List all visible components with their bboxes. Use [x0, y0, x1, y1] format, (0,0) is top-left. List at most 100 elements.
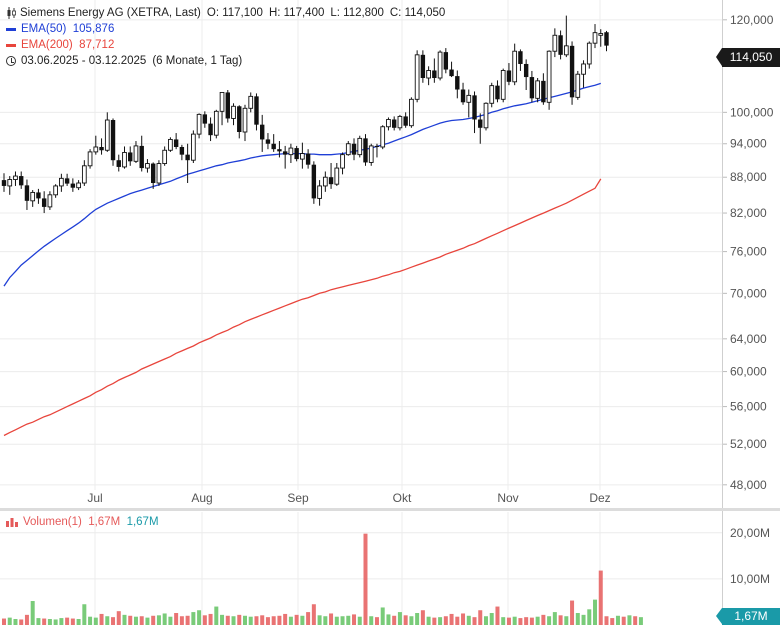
- candle[interactable]: [294, 145, 299, 162]
- volume-bar-up[interactable]: [627, 615, 632, 625]
- volume-bar-up[interactable]: [242, 615, 247, 625]
- volume-bar-down[interactable]: [265, 617, 270, 625]
- volume-bar-up[interactable]: [547, 616, 552, 625]
- candle[interactable]: [53, 184, 58, 198]
- candle[interactable]: [368, 143, 374, 166]
- volume-bar-down[interactable]: [99, 613, 104, 625]
- volume-bar-down[interactable]: [151, 615, 156, 625]
- candle[interactable]: [340, 152, 345, 175]
- candle[interactable]: [523, 59, 529, 91]
- volume-bar-up[interactable]: [59, 618, 64, 625]
- candle[interactable]: [30, 190, 36, 207]
- candle[interactable]: [334, 162, 340, 186]
- candle[interactable]: [47, 191, 53, 210]
- candle[interactable]: [575, 70, 581, 100]
- volume-bar-up[interactable]: [587, 609, 592, 625]
- candle[interactable]: [563, 15, 569, 58]
- volume-bar-up[interactable]: [357, 616, 362, 625]
- candle[interactable]: [191, 130, 196, 163]
- volume-bar-down[interactable]: [558, 615, 563, 625]
- volume-bar-down[interactable]: [271, 616, 276, 625]
- volume-bar-up[interactable]: [53, 619, 58, 625]
- volume-bar-up[interactable]: [512, 616, 517, 625]
- candle[interactable]: [36, 188, 41, 204]
- volume-bar-down[interactable]: [392, 615, 397, 625]
- volume-bar-up[interactable]: [162, 613, 167, 625]
- volume-bar-up[interactable]: [145, 617, 150, 625]
- volume-bar-down[interactable]: [518, 618, 523, 625]
- volume-bar-down[interactable]: [529, 617, 534, 625]
- volume-bar-up[interactable]: [248, 616, 253, 625]
- candle[interactable]: [357, 135, 363, 158]
- volume-bar-up[interactable]: [93, 617, 98, 625]
- volume-bar-up[interactable]: [105, 616, 110, 625]
- candle[interactable]: [208, 117, 213, 142]
- volume-bar-down[interactable]: [443, 616, 448, 625]
- volume-bar-down[interactable]: [260, 615, 265, 625]
- volume-bar-down[interactable]: [174, 613, 179, 625]
- volume-bar-up[interactable]: [13, 619, 18, 625]
- volume-bar-down[interactable]: [432, 617, 437, 625]
- candle[interactable]: [414, 50, 420, 103]
- candle[interactable]: [99, 138, 104, 155]
- volume-bar-down[interactable]: [116, 611, 121, 625]
- candle[interactable]: [1, 173, 7, 192]
- volume-bar-down[interactable]: [179, 616, 184, 625]
- candle[interactable]: [271, 134, 276, 152]
- candle[interactable]: [586, 41, 592, 69]
- candle[interactable]: [455, 70, 460, 99]
- volume-bar-up[interactable]: [483, 616, 488, 625]
- candle[interactable]: [59, 173, 64, 192]
- volume-bar-up[interactable]: [191, 612, 196, 625]
- volume-bar-down[interactable]: [363, 533, 368, 625]
- volume-bar-down[interactable]: [19, 619, 24, 625]
- volume-bar-down[interactable]: [329, 613, 334, 625]
- candle[interactable]: [19, 171, 24, 189]
- volume-bar-down[interactable]: [449, 613, 454, 625]
- volume-bar-up[interactable]: [323, 616, 328, 625]
- volume-bar-up[interactable]: [380, 607, 385, 625]
- volume-bar-up[interactable]: [409, 616, 414, 625]
- volume-bar-down[interactable]: [524, 617, 529, 625]
- volume-bar-down[interactable]: [139, 616, 144, 625]
- candle[interactable]: [231, 103, 236, 126]
- volume-bar-down[interactable]: [277, 615, 282, 625]
- candle[interactable]: [265, 133, 271, 150]
- candle[interactable]: [529, 70, 535, 103]
- volume-bar-up[interactable]: [466, 615, 471, 625]
- volume-bar-down[interactable]: [541, 614, 546, 625]
- candle[interactable]: [7, 176, 13, 195]
- candle[interactable]: [409, 97, 414, 128]
- volume-bar-down[interactable]: [420, 610, 425, 625]
- candle[interactable]: [506, 63, 512, 86]
- volume-bar-up[interactable]: [638, 617, 643, 625]
- candle[interactable]: [546, 50, 552, 110]
- candle[interactable]: [472, 91, 477, 134]
- candle[interactable]: [443, 48, 449, 74]
- candle[interactable]: [604, 30, 609, 52]
- volume-bar-down[interactable]: [352, 614, 357, 625]
- volume-bar-down[interactable]: [478, 610, 483, 625]
- candle[interactable]: [185, 143, 190, 184]
- candle[interactable]: [13, 171, 18, 186]
- candle[interactable]: [282, 145, 288, 169]
- candle[interactable]: [248, 92, 254, 113]
- volume-bar-down[interactable]: [306, 612, 311, 625]
- candle[interactable]: [104, 112, 110, 152]
- candle[interactable]: [305, 149, 311, 169]
- candle[interactable]: [139, 135, 144, 172]
- candle[interactable]: [242, 104, 248, 142]
- candle[interactable]: [162, 146, 168, 166]
- volume-bar-up[interactable]: [231, 616, 236, 625]
- volume-bar-up[interactable]: [346, 615, 351, 625]
- volume-bar-up[interactable]: [82, 604, 87, 625]
- volume-bar-up[interactable]: [156, 615, 161, 625]
- candle[interactable]: [512, 43, 518, 86]
- volume-bar-down[interactable]: [208, 613, 213, 625]
- candle[interactable]: [403, 112, 408, 128]
- candle[interactable]: [386, 117, 391, 131]
- volume-bar-down[interactable]: [610, 618, 615, 625]
- candle[interactable]: [81, 160, 87, 186]
- candle[interactable]: [345, 141, 351, 156]
- candle[interactable]: [351, 138, 357, 161]
